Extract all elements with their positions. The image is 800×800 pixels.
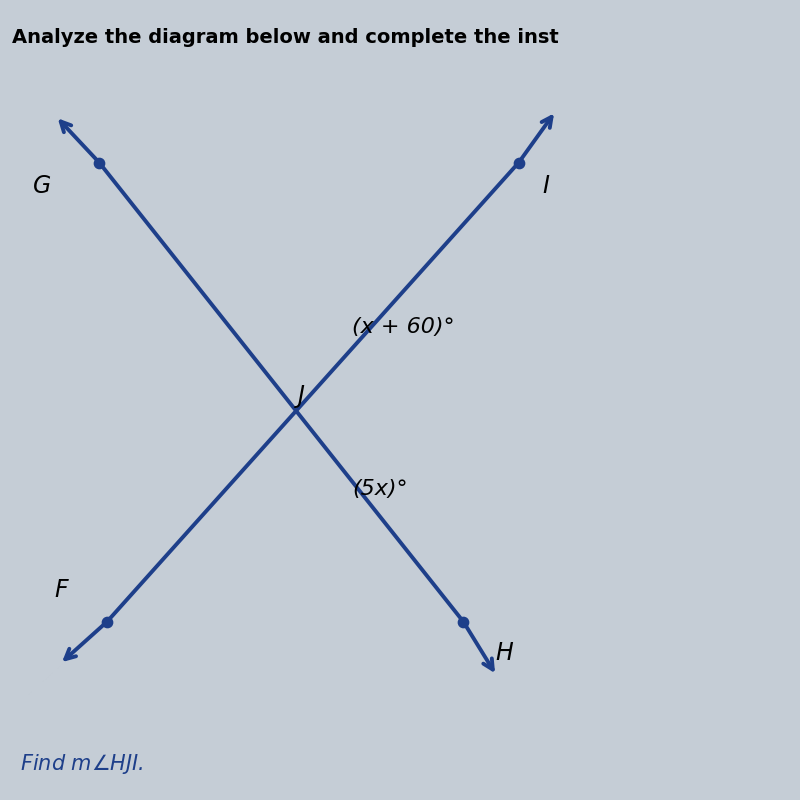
Point xyxy=(512,156,525,169)
Text: (x + 60)°: (x + 60)° xyxy=(353,317,455,337)
Point xyxy=(457,615,470,628)
Text: (5x)°: (5x)° xyxy=(353,479,408,499)
Text: G: G xyxy=(34,174,52,198)
Point xyxy=(101,615,114,628)
Text: F: F xyxy=(54,578,67,602)
Text: Find $m\angle HJI$.: Find $m\angle HJI$. xyxy=(20,752,144,776)
Text: H: H xyxy=(495,642,513,666)
Text: Analyze the diagram below and complete the inst: Analyze the diagram below and complete t… xyxy=(12,28,559,47)
Text: J: J xyxy=(298,384,305,408)
Point xyxy=(93,156,106,169)
Text: I: I xyxy=(542,174,550,198)
